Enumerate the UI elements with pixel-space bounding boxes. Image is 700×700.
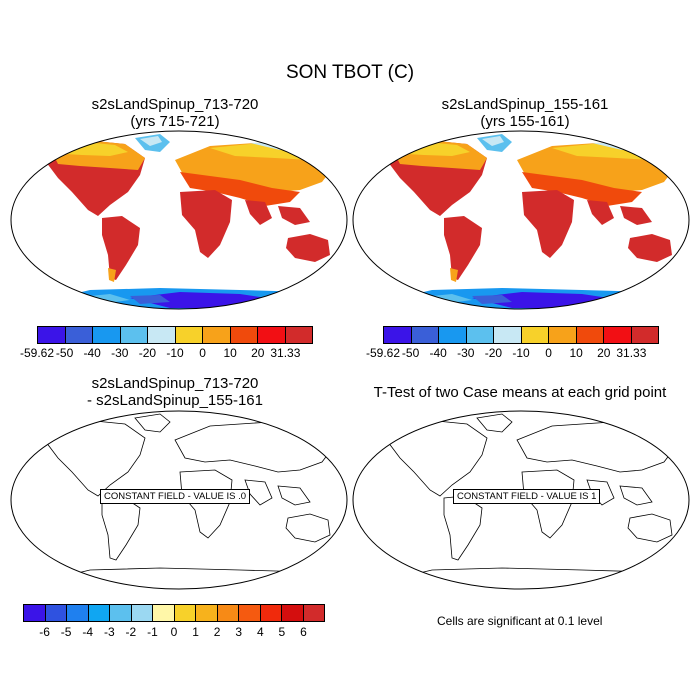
panel-1-title-line2: (yrs 715-721): [130, 113, 220, 130]
colorbar-tick-label: -50: [55, 346, 74, 360]
colorbar-swatch: [131, 605, 153, 621]
colorbar-swatch: [175, 327, 203, 343]
colorbar-swatch: [494, 327, 522, 343]
significance-note: Cells are significant at 0.1 level: [437, 614, 603, 628]
panel-4-title-line1: T-Test of two Case means at each grid po…: [373, 384, 667, 401]
colorbar-tick-label: -20: [484, 346, 503, 360]
colorbar-swatch: [65, 327, 93, 343]
colorbar-tick-label: -5: [60, 625, 72, 639]
colorbar-swatch: [384, 327, 412, 343]
panel-2-title-line2: (yrs 155-161): [480, 113, 570, 130]
colorbar-panel-2-labels: -59.62 -50 -40 -30 -20 -10 0 10 20 31.33: [366, 346, 659, 360]
colorbar-tick-label: -6: [39, 625, 50, 639]
colorbar-tick-label: -2: [125, 625, 137, 639]
colorbar-difference-labels: -6 -5 -4 -3 -2 -1 0 1 2 3 4 5 6: [23, 625, 325, 639]
colorbar-tick-label: -3: [103, 625, 115, 639]
colorbar-panel-2: [383, 326, 659, 344]
colorbar-tick-label: 0: [199, 346, 206, 360]
colorbar-swatch: [260, 605, 282, 621]
colorbar-swatch: [239, 605, 261, 621]
panel-3-title-line1: s2sLandSpinup_713-720: [91, 375, 259, 392]
colorbar-tick-label: -20: [138, 346, 157, 360]
map-panel-2: [352, 130, 690, 310]
colorbar-swatch: [203, 327, 231, 343]
colorbar-tick-label: 2: [213, 625, 221, 639]
colorbar-swatch: [282, 605, 304, 621]
colorbar-tick-label: 20: [597, 346, 611, 360]
colorbar-tick-label: -30: [111, 346, 129, 360]
colorbar-tick-label: -50: [401, 346, 420, 360]
colorbar-swatch: [411, 327, 439, 343]
colorbar-swatch: [466, 327, 494, 343]
constant-field-label-1: CONSTANT FIELD - VALUE IS .0: [100, 489, 251, 504]
map-panel-1: [10, 130, 348, 310]
colorbar-swatch: [576, 327, 604, 343]
colorbar-tick-label: -30: [457, 346, 475, 360]
colorbar-swatch: [303, 605, 324, 621]
colorbar-swatch: [631, 327, 658, 343]
colorbar-tick-label: 31.33: [270, 346, 301, 360]
colorbar-tick-label: -40: [429, 346, 447, 360]
colorbar-swatch: [174, 605, 196, 621]
colorbar-tick-label: 6: [300, 625, 307, 639]
colorbar-swatch: [230, 327, 258, 343]
colorbar-swatch: [521, 327, 549, 343]
colorbar-tick-label: 10: [569, 346, 583, 360]
colorbar-swatch: [67, 605, 89, 621]
colorbar-swatch: [93, 327, 121, 343]
colorbar-tick-label: -40: [83, 346, 101, 360]
map-panel-4: [352, 410, 690, 590]
colorbar-swatch: [110, 605, 132, 621]
colorbar-swatch: [217, 605, 239, 621]
figure-title: SON TBOT (C): [285, 62, 415, 83]
colorbar-swatch: [549, 327, 577, 343]
colorbar-swatch: [153, 605, 175, 621]
colorbar-tick-label: 20: [251, 346, 265, 360]
panel-1-title-line1: s2sLandSpinup_713-720: [91, 96, 259, 113]
panel-2-title: s2sLandSpinup_155-161 (yrs 155-161): [375, 96, 675, 130]
panel-4-title: T-Test of two Case means at each grid po…: [345, 384, 695, 401]
colorbar-tick-label: -59.62: [19, 346, 55, 360]
colorbar-swatch: [148, 327, 176, 343]
colorbar-panel-1-labels: -59.62 -50 -40 -30 -20 -10 0 10 20 31.33: [20, 346, 313, 360]
colorbar-tick-label: -59.62: [365, 346, 401, 360]
colorbar-tick-label: -10: [166, 346, 184, 360]
panel-3-title-line2: - s2sLandSpinup_155-161: [87, 392, 263, 409]
panel-3-title: s2sLandSpinup_713-720 - s2sLandSpinup_15…: [25, 375, 325, 409]
colorbar-tick-label: 31.33: [616, 346, 647, 360]
colorbar-tick-label: 4: [256, 625, 264, 639]
colorbar-difference: [23, 604, 325, 622]
colorbar-swatch: [604, 327, 632, 343]
colorbar-swatch: [24, 605, 46, 621]
colorbar-swatch: [45, 605, 67, 621]
colorbar-tick-label: 0: [170, 625, 178, 639]
colorbar-tick-label: 1: [192, 625, 199, 639]
panel-2-title-line1: s2sLandSpinup_155-161: [441, 96, 609, 113]
colorbar-swatch: [196, 605, 218, 621]
colorbar-swatch: [285, 327, 312, 343]
colorbar-swatch: [88, 605, 110, 621]
colorbar-swatch: [439, 327, 467, 343]
colorbar-tick-label: 5: [278, 625, 286, 639]
panel-1-title: s2sLandSpinup_713-720 (yrs 715-721): [25, 96, 325, 130]
colorbar-swatch: [258, 327, 286, 343]
colorbar-tick-label: -10: [512, 346, 530, 360]
colorbar-tick-label: 0: [545, 346, 552, 360]
colorbar-swatch: [38, 327, 66, 343]
colorbar-tick-label: 3: [235, 625, 243, 639]
constant-field-label-2: CONSTANT FIELD - VALUE IS 1: [453, 489, 601, 504]
colorbar-swatch: [120, 327, 148, 343]
colorbar-tick-label: -4: [82, 625, 94, 639]
colorbar-tick-label: 10: [223, 346, 237, 360]
colorbar-tick-label: -1: [147, 625, 158, 639]
colorbar-panel-1: [37, 326, 313, 344]
